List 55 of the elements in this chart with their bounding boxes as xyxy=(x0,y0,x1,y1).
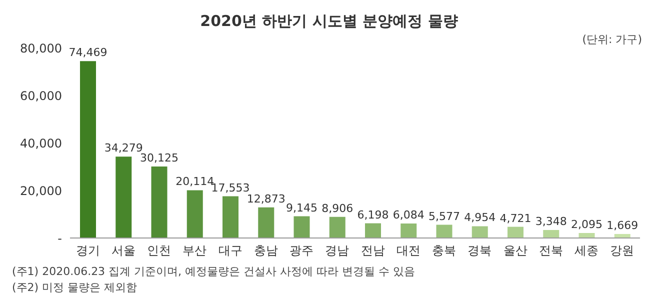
bar xyxy=(436,224,452,238)
bar xyxy=(400,224,417,238)
x-tick-label: 강원 xyxy=(610,244,634,258)
x-tick-label: 전북 xyxy=(538,244,563,258)
bar xyxy=(151,166,168,238)
bar xyxy=(80,61,96,238)
x-tick-label: 충남 xyxy=(254,244,278,258)
x-tick-label: 경북 xyxy=(468,244,492,258)
data-label: 6,198 xyxy=(357,208,389,222)
bar xyxy=(472,226,488,238)
data-label: 5,577 xyxy=(428,210,460,223)
x-tick-label: 광주 xyxy=(290,244,314,258)
bar xyxy=(186,190,203,238)
data-label: 8,906 xyxy=(322,202,354,215)
x-tick-label: 서울 xyxy=(111,244,136,258)
x-tick-label: 인천 xyxy=(147,244,172,258)
y-tick-label: 80,000 xyxy=(20,41,62,56)
x-tick-label: 부산 xyxy=(182,244,207,258)
data-label: 3,348 xyxy=(535,215,567,228)
bar xyxy=(258,207,274,238)
data-label: 30,125 xyxy=(140,151,178,164)
text: (주1) 2020.06.23 집계 기준이며, 예정물량은 건설사 사정에 따라 변경될 수 있음 xyxy=(12,264,416,280)
bar xyxy=(543,230,560,238)
bar xyxy=(578,233,595,238)
text: (주2) 미정 물량은 제외함 xyxy=(12,280,138,296)
x-tick-label: 대전 xyxy=(396,244,420,258)
data-label: 4,954 xyxy=(464,211,496,224)
bar xyxy=(116,156,132,238)
y-tick-label: 20,000 xyxy=(20,184,62,198)
y-tick-label: 40,000 xyxy=(20,136,62,150)
data-label: 74,469 xyxy=(68,46,108,60)
x-tick-label: 울산 xyxy=(503,244,528,258)
bar xyxy=(222,196,238,238)
x-tick-label: 경남 xyxy=(325,244,350,258)
x-tick-label: 충북 xyxy=(432,244,456,258)
y-tick-label: - xyxy=(58,231,62,246)
x-tick-label: 전남 xyxy=(360,244,385,258)
y-tick-label: 60,000 xyxy=(20,88,62,103)
text: (단위: 가구) xyxy=(582,32,642,47)
x-tick-label: 대구 xyxy=(218,244,242,258)
data-label: 12,873 xyxy=(246,192,286,206)
data-label: 20,114 xyxy=(176,175,214,188)
x-tick-label: 세종 xyxy=(574,244,599,258)
x-tick-label: 경기 xyxy=(76,244,100,258)
bar xyxy=(508,226,524,238)
bar xyxy=(294,216,310,238)
data-label: 4,721 xyxy=(500,212,532,225)
bar xyxy=(365,223,381,238)
chart-title: 2020년 하반기 시도별 분양예정 물량 xyxy=(199,12,459,31)
data-label: 2,095 xyxy=(571,218,602,232)
bar xyxy=(329,216,346,238)
data-label: 34,279 xyxy=(104,142,143,155)
data-label: 1,669 xyxy=(606,219,638,232)
data-label: 6,084 xyxy=(392,208,424,222)
data-label: 9,145 xyxy=(286,201,318,214)
